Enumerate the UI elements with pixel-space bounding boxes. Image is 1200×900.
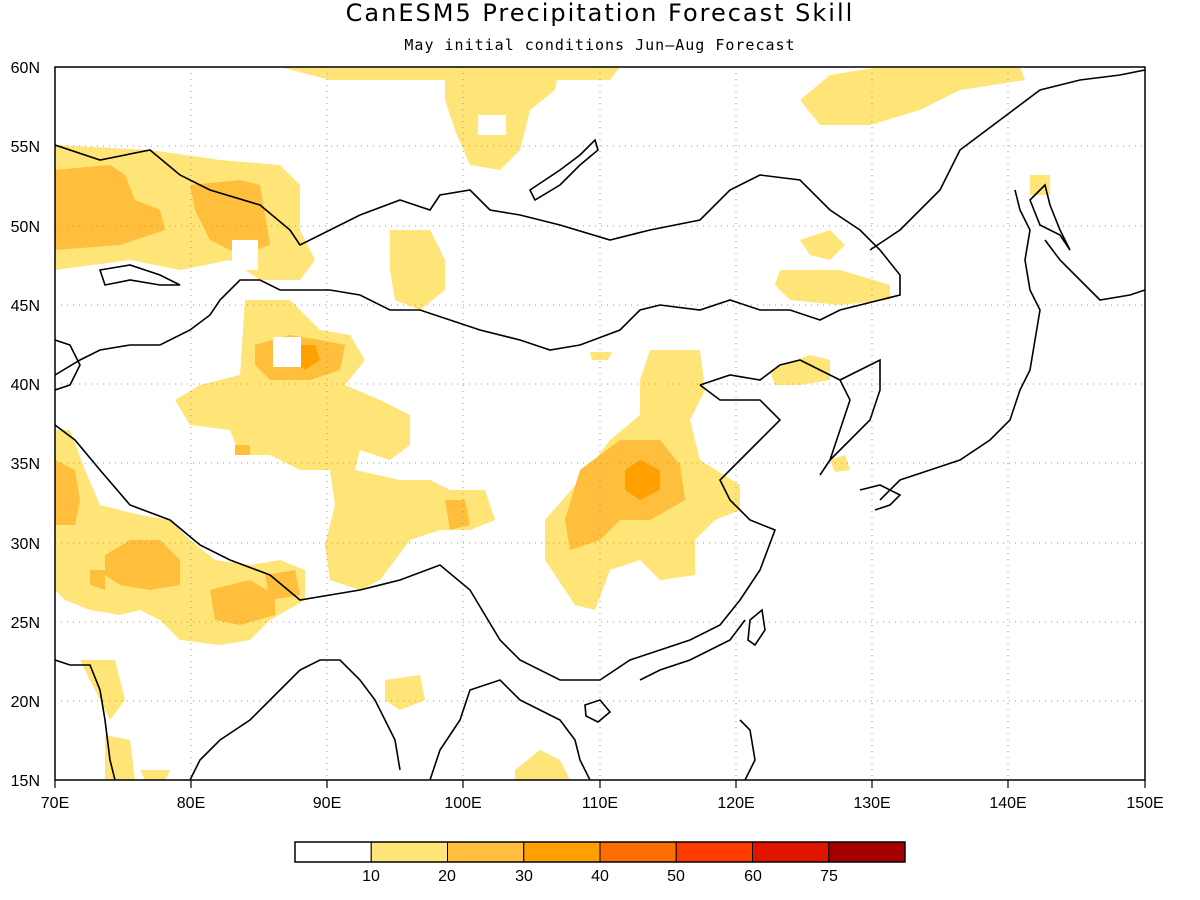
lon-tick-labels: 70E 80E 90E 100E 110E 120E 130E 140E 150…: [41, 795, 1164, 812]
lat-tick-label: 30N: [11, 536, 40, 553]
lon-tick-label: 80E: [177, 795, 205, 812]
colorbar-swatch: [447, 841, 525, 863]
skill-contours: [55, 67, 1050, 780]
colorbar-swatch: [370, 841, 448, 863]
colorbar-label: 30: [515, 868, 533, 885]
skill-level-10-20: [55, 67, 1050, 780]
gridlines: [55, 67, 1145, 780]
lat-tick-label: 60N: [11, 60, 40, 77]
lat-tick-label: 45N: [11, 298, 40, 315]
lat-tick-label: 40N: [11, 377, 40, 394]
lat-tick-label: 55N: [11, 139, 40, 156]
skill-level-30-40: [295, 345, 660, 500]
lon-tick-label: 130E: [853, 795, 890, 812]
lat-tick-label: 15N: [11, 773, 40, 790]
colorbar-swatch: [828, 841, 906, 863]
colorbar-label: 60: [744, 868, 762, 885]
lon-tick-label: 90E: [313, 795, 341, 812]
lon-tick-label: 120E: [717, 795, 754, 812]
coastlines-borders: [55, 69, 1145, 780]
colorbar-label: 75: [820, 868, 838, 885]
colorbar-label: 40: [591, 868, 609, 885]
colorbar-label: 10: [362, 868, 380, 885]
lat-tick-labels: 60N 55N 50N 45N 40N 35N 30N 25N 20N 15N: [11, 60, 40, 790]
colorbar: 10 20 30 40 50 60 75: [294, 841, 906, 885]
colorbar-label: 20: [438, 868, 456, 885]
lon-tick-label: 140E: [989, 795, 1026, 812]
colorbar-labels: 10 20 30 40 50 60 75: [362, 868, 838, 885]
chart-title: CanESM5 Precipitation Forecast Skill: [346, 0, 855, 27]
colorbar-swatch: [675, 841, 753, 863]
lat-tick-label: 25N: [11, 615, 40, 632]
chart-subtitle: May initial conditions Jun–Aug Forecast: [404, 36, 795, 54]
lon-tick-label: 110E: [582, 795, 618, 812]
colorbar-swatch: [523, 841, 601, 863]
lat-tick-label: 50N: [11, 219, 40, 236]
colorbar-label: 50: [667, 868, 685, 885]
colorbar-swatch: [752, 841, 830, 863]
lon-tick-label: 100E: [444, 795, 481, 812]
missing-cells: [232, 115, 506, 367]
lon-tick-label: 150E: [1126, 795, 1163, 812]
lon-tick-label: 70E: [41, 795, 69, 812]
axis-ticks: [54, 780, 1146, 788]
colorbar-frame: [294, 841, 906, 863]
lat-tick-label: 35N: [11, 456, 40, 473]
colorbar-swatch: [599, 841, 677, 863]
lat-tick-label: 20N: [11, 694, 40, 711]
colorbar-swatch: [294, 841, 372, 863]
